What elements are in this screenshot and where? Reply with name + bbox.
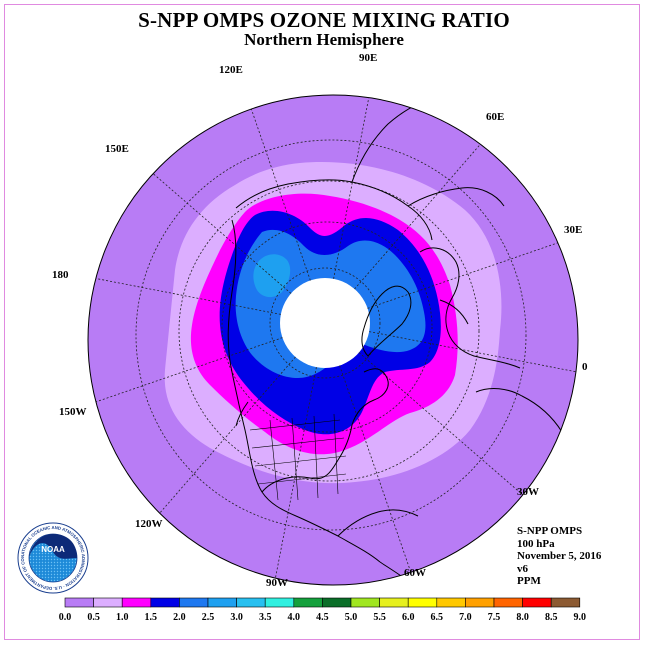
page-frame	[4, 4, 640, 640]
us-state-boundaries	[249, 413, 347, 501]
lon-label-120e: 120E	[219, 64, 243, 76]
lon-label-60e: 60E	[486, 111, 504, 123]
meridian-line	[267, 367, 317, 585]
map-title: S-NPP OMPS OZONE MIXING RATIO	[138, 8, 510, 32]
lon-label-150e: 150E	[105, 143, 129, 155]
map-subtitle: Northern Hemisphere	[244, 30, 404, 49]
lon-label-30e: 30E	[564, 224, 582, 236]
missing-data-pole	[280, 278, 370, 368]
lon-label-90w: 90W	[266, 577, 288, 589]
noaa-bird-icon	[29, 534, 77, 559]
info-version: v6	[517, 562, 528, 575]
info-date: November 5, 2016	[517, 550, 602, 562]
coastline-europe	[419, 247, 521, 369]
lon-label-120w: 120W	[135, 518, 163, 530]
lon-label-60w: 60W	[404, 567, 426, 579]
lon-label-150w: 150W	[59, 406, 87, 418]
meridian-line	[358, 352, 552, 521]
coastline-south-america	[337, 509, 441, 585]
noaa-logo-text: NOAA	[41, 545, 65, 554]
latitude-circle-70	[221, 221, 433, 433]
info-block: S-NPP OMPS 100 hPa November 5, 2016 v6 P…	[517, 525, 601, 588]
lon-label-30w: 30W	[517, 486, 539, 498]
latitude-circle-60	[178, 180, 480, 482]
meridian-line	[339, 365, 424, 585]
lon-label-180: 180	[52, 269, 69, 281]
latitude-circle-80	[269, 267, 381, 379]
lon-label-90e: 90E	[359, 52, 377, 64]
info-units: PPM	[517, 575, 541, 587]
coastline-greenland	[361, 285, 412, 357]
latitude-circle-50	[135, 139, 527, 531]
info-level: 100 hPa	[517, 537, 555, 550]
longitude-labels: 90E 60E 30E 0 30W 60W 90W 120W 150W 180 …	[52, 52, 588, 589]
info-instrument: S-NPP OMPS	[517, 525, 583, 537]
map-disk-outline	[87, 94, 579, 586]
ozone-field	[164, 162, 502, 484]
lon-label-0: 0	[582, 361, 588, 373]
noaa-logo: NATIONAL OCEANIC AND ATMOSPHERIC ADMINIS…	[17, 522, 89, 594]
contour-2-5	[253, 254, 291, 298]
